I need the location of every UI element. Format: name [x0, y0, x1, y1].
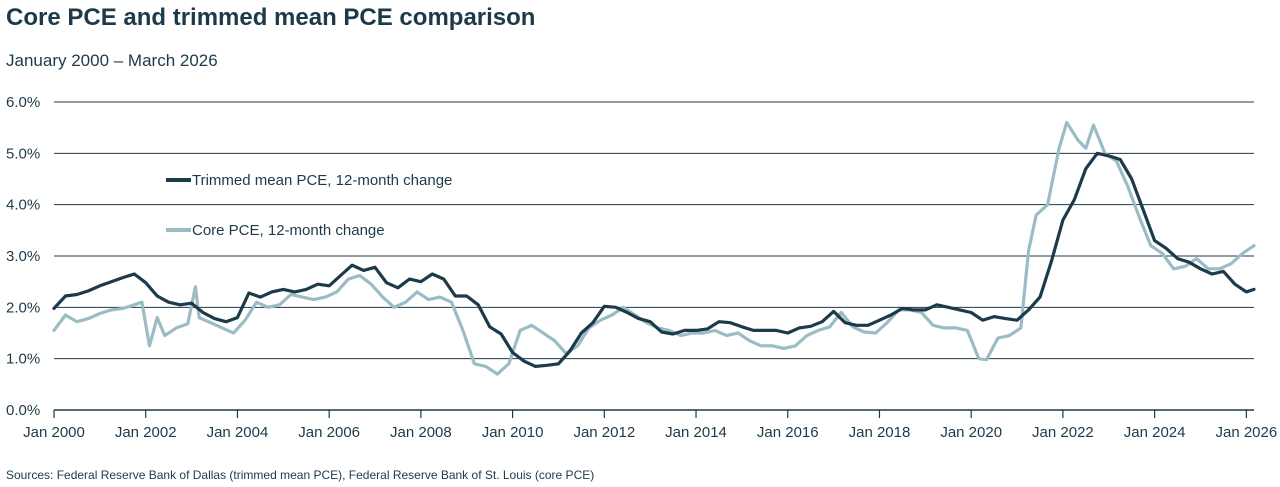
x-tick-label: Jan 2006	[298, 424, 360, 441]
y-tick-label: 2.0%	[6, 299, 40, 316]
x-tick-label: Jan 2026	[1215, 424, 1277, 441]
legend-label-core: Core PCE, 12-month change	[192, 222, 385, 239]
series-lines	[52, 120, 1256, 376]
x-tick-label: Jan 2024	[1124, 424, 1186, 441]
x-tick-label: Jan 2016	[757, 424, 819, 441]
source-note: Sources: Federal Reserve Bank of Dallas …	[6, 468, 595, 482]
y-tick-label: 3.0%	[6, 248, 40, 265]
x-tick-label: Jan 2018	[849, 424, 911, 441]
legend: Trimmed mean PCE, 12-month change Core PC…	[166, 172, 452, 239]
core-pce-line	[52, 120, 1256, 376]
x-tick-label: Jan 2004	[207, 424, 269, 441]
y-tick-label: 6.0%	[6, 94, 40, 111]
y-axis-labels: 0.0% 1.0% 2.0% 3.0% 4.0% 5.0% 6.0%	[6, 94, 40, 419]
x-tick-label: Jan 2020	[940, 424, 1002, 441]
x-tick-label: Jan 2008	[390, 424, 452, 441]
y-tick-label: 5.0%	[6, 145, 40, 162]
x-tick-label: Jan 2022	[1032, 424, 1094, 441]
chart-title: Core PCE and trimmed mean PCE comparison	[6, 4, 536, 31]
x-tick-label: Jan 2000	[23, 424, 85, 441]
x-tick-label: Jan 2012	[573, 424, 635, 441]
grid-lines	[54, 101, 1254, 411]
x-tick-label: Jan 2002	[115, 424, 177, 441]
x-axis: Jan 2000 Jan 2002 Jan 2004 Jan 2006 Jan 2008…	[23, 410, 1277, 441]
y-tick-label: 0.0%	[6, 402, 40, 419]
x-tick-label: Jan 2014	[665, 424, 727, 441]
y-tick-label: 1.0%	[6, 351, 40, 368]
x-tick-label: Jan 2010	[482, 424, 544, 441]
y-tick-label: 4.0%	[6, 197, 40, 214]
trimmed-mean-pce-line	[52, 151, 1256, 368]
legend-label-trimmed: Trimmed mean PCE, 12-month change	[192, 172, 452, 189]
chart-subtitle: January 2000 – March 2026	[6, 51, 218, 70]
